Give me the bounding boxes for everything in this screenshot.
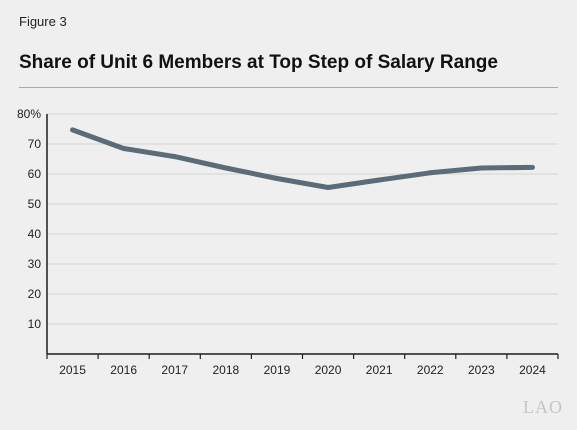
x-tick-label: 2020: [315, 363, 342, 377]
x-tick-label: 2016: [110, 363, 137, 377]
x-tick-label: 2018: [212, 363, 239, 377]
data-point: [223, 165, 229, 171]
data-point: [478, 165, 484, 171]
data-point: [121, 146, 127, 151]
x-tick-label: 2017: [161, 363, 188, 377]
data-point: [427, 170, 433, 176]
y-tick-label: 50: [28, 197, 42, 211]
lao-watermark-logo: LAO: [523, 397, 563, 417]
y-tick-label: 40: [28, 227, 42, 241]
data-point: [376, 177, 382, 183]
x-tick-label: 2021: [366, 363, 393, 377]
y-tick-label: 60: [28, 167, 42, 181]
x-tick-label: 2024: [519, 363, 546, 377]
figure-label: Figure 3: [19, 14, 67, 29]
series-line: [71, 127, 533, 190]
x-tick-label: 2015: [59, 363, 86, 377]
y-tick-label: 10: [28, 317, 42, 331]
x-tick-label: 2023: [468, 363, 495, 377]
data-point: [325, 185, 331, 190]
data-point: [70, 127, 76, 133]
data-point: [172, 154, 178, 160]
y-tick-label: 30: [28, 257, 42, 271]
chart-title: Share of Unit 6 Members at Top Step of S…: [19, 52, 498, 73]
x-tick-label: 2019: [264, 363, 291, 377]
y-tick-label: 70: [28, 137, 42, 151]
y-tick-label: 20: [28, 287, 42, 301]
data-point: [274, 176, 280, 181]
title-divider: [19, 87, 558, 88]
y-tick-label: 80%: [17, 107, 41, 121]
x-tick-label: 2022: [417, 363, 444, 377]
data-point: [529, 164, 535, 170]
